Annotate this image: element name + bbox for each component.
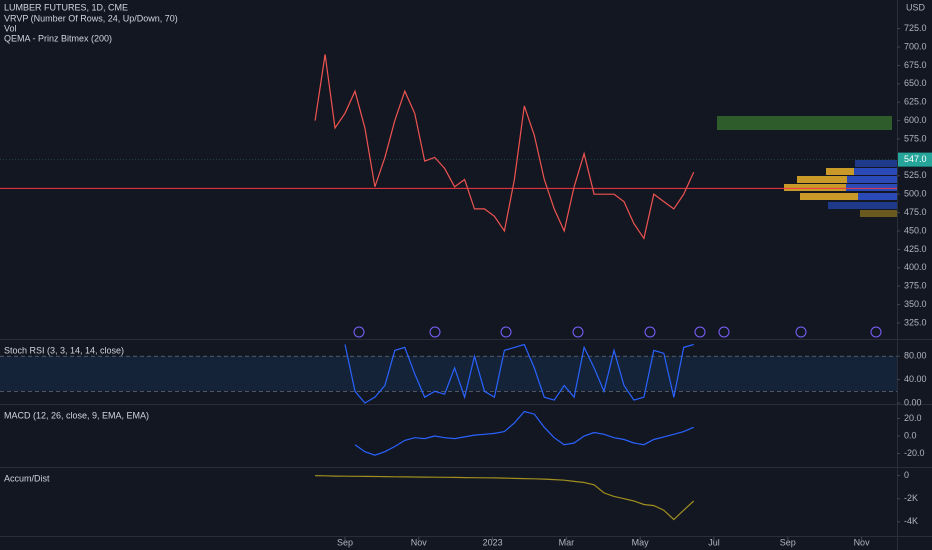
y-tick-label: 0.0 <box>904 430 917 440</box>
y-tick-label: 0 <box>904 470 909 480</box>
y-tick-label: -4K <box>904 516 918 526</box>
y-tick-label: 725.0 <box>904 23 927 33</box>
event-icon <box>429 326 441 338</box>
event-icon <box>353 326 365 338</box>
y-tick-label: 40.00 <box>904 374 927 384</box>
event-icon <box>694 326 706 338</box>
event-icon <box>795 326 807 338</box>
series-line <box>314 54 695 240</box>
y-tick-label: 450.0 <box>904 225 927 235</box>
event-icon <box>870 326 882 338</box>
event-icons <box>353 326 882 338</box>
pane-title: LUMBER FUTURES, 1D, CME <box>4 2 128 12</box>
y-tick-label: -20.0 <box>904 448 925 458</box>
y-tick-label: 375.0 <box>904 281 927 291</box>
pane-title: Stoch RSI (3, 3, 14, 14, close) <box>4 345 124 355</box>
profile-row <box>800 193 858 200</box>
x-tick-label: May <box>632 537 650 547</box>
profile-row <box>826 168 854 175</box>
y-tick-label: 20.0 <box>904 413 922 423</box>
y-tick-label: 525.0 <box>904 170 927 180</box>
series-line <box>354 410 694 456</box>
currency-label: USD <box>906 2 926 12</box>
x-tick-label: Nov <box>854 537 871 547</box>
profile-row <box>860 210 897 217</box>
indicator-label: QEMA - Prinz Bitmex (200) <box>4 33 112 43</box>
volume-profile <box>717 116 897 217</box>
profile-row <box>784 184 846 191</box>
y-tick-label: 600.0 <box>904 115 927 125</box>
y-tick-label: 80.00 <box>904 351 927 361</box>
pane-title: Accum/Dist <box>4 473 50 483</box>
x-tick-label: Nov <box>411 537 428 547</box>
last-price-label: 547.0 <box>904 154 927 164</box>
y-tick-label: -2K <box>904 493 918 503</box>
y-tick-label: 0.00 <box>904 397 922 407</box>
x-tick-label: Sep <box>337 537 353 547</box>
y-tick-label: 425.0 <box>904 244 927 254</box>
y-tick-label: 675.0 <box>904 60 927 70</box>
event-icon <box>500 326 512 338</box>
profile-row <box>826 168 897 175</box>
last-price-badge <box>898 152 932 167</box>
indicator-label: Vol <box>4 23 17 33</box>
x-tick-label: Mar <box>559 537 575 547</box>
y-tick-label: 500.0 <box>904 189 927 199</box>
x-tick-label: Sep <box>780 537 796 547</box>
y-tick-label: 475.0 <box>904 207 927 217</box>
x-tick-label: Jul <box>708 537 720 547</box>
y-tick-label: 325.0 <box>904 317 927 327</box>
series-line <box>344 343 694 404</box>
profile-row <box>797 176 847 183</box>
band <box>0 356 897 392</box>
y-tick-label: 575.0 <box>904 133 927 143</box>
event-icon <box>572 326 584 338</box>
event-icon <box>644 326 656 338</box>
y-tick-label: 350.0 <box>904 299 927 309</box>
y-tick-label: 400.0 <box>904 262 927 272</box>
series-line <box>315 475 695 521</box>
event-icon <box>718 326 730 338</box>
zone-box <box>717 116 892 130</box>
pane-title: MACD (12, 26, close, 9, EMA, EMA) <box>4 410 149 420</box>
indicator-label: VRVP (Number Of Rows, 24, Up/Down, 70) <box>4 13 178 23</box>
profile-row <box>855 160 897 167</box>
x-tick-label: 2023 <box>483 537 503 547</box>
profile-row <box>828 202 897 209</box>
y-tick-label: 700.0 <box>904 41 927 51</box>
y-tick-label: 625.0 <box>904 97 927 107</box>
y-tick-label: 650.0 <box>904 78 927 88</box>
